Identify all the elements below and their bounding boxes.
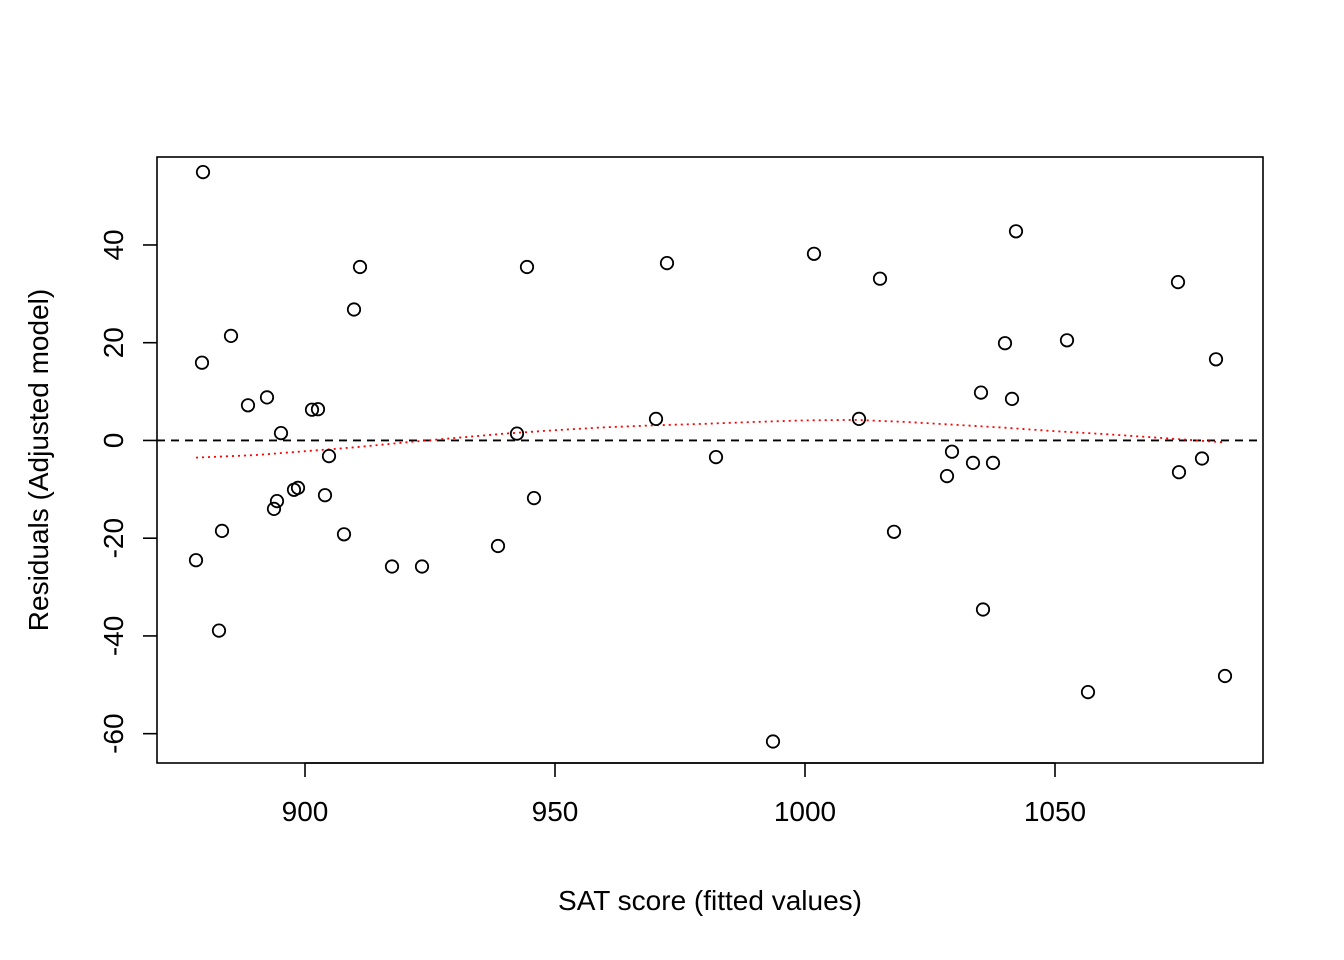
data-point	[414, 559, 430, 574]
y-tick-label: -60	[98, 713, 129, 753]
data-point	[1171, 465, 1187, 480]
y-tick-label: -40	[98, 616, 129, 656]
data-point	[509, 426, 525, 441]
x-tick-label: 1000	[774, 796, 836, 827]
data-point	[211, 623, 227, 638]
data-point	[188, 553, 204, 568]
data-point	[1059, 333, 1075, 348]
data-point	[384, 559, 400, 574]
data-point	[273, 425, 289, 441]
x-tick-label: 900	[282, 796, 329, 827]
data-point	[214, 523, 230, 539]
x-axis-title: SAT score (fitted values)	[558, 885, 862, 916]
data-point	[939, 468, 955, 484]
data-point	[194, 355, 210, 370]
data-point	[997, 336, 1013, 351]
x-tick-label: 1050	[1024, 796, 1086, 827]
data-point	[352, 259, 368, 275]
data-point	[985, 455, 1001, 470]
y-axis-title: Residuals (Adjusted model)	[23, 289, 54, 631]
y-tick-label: 40	[98, 229, 129, 260]
data-point	[269, 493, 285, 509]
data-point	[765, 734, 781, 749]
data-point	[872, 271, 888, 286]
x-tick-label: 950	[532, 796, 579, 827]
y-tick-label: -20	[98, 518, 129, 558]
data-point	[975, 602, 991, 617]
data-point	[1004, 391, 1020, 406]
y-tick-label: 20	[98, 327, 129, 358]
data-point	[806, 246, 822, 261]
data-point	[965, 455, 981, 470]
data-point	[317, 488, 333, 503]
data-point	[526, 490, 542, 506]
data-point	[1208, 352, 1224, 367]
y-tick-label: 0	[98, 433, 129, 449]
data-point	[519, 259, 535, 275]
data-point	[223, 328, 239, 343]
data-point	[259, 390, 275, 405]
data-point	[648, 411, 664, 426]
data-point	[310, 402, 326, 417]
data-point	[266, 501, 282, 516]
data-point	[851, 411, 867, 426]
data-point	[490, 538, 506, 554]
data-point	[1217, 668, 1233, 684]
data-point	[321, 448, 337, 464]
data-point	[290, 480, 306, 495]
data-point	[1008, 224, 1024, 239]
smoother-line	[195, 418, 1226, 459]
data-point	[304, 402, 320, 417]
data-point	[1170, 274, 1186, 290]
data-point	[240, 398, 256, 413]
data-point	[195, 165, 211, 180]
data-point	[1080, 684, 1096, 700]
data-point	[1194, 451, 1210, 466]
data-point	[346, 302, 362, 317]
data-point	[659, 255, 675, 271]
data-point	[708, 449, 724, 465]
data-point	[336, 527, 352, 542]
data-point	[944, 444, 960, 459]
data-point	[973, 385, 989, 400]
data-point	[886, 524, 902, 539]
